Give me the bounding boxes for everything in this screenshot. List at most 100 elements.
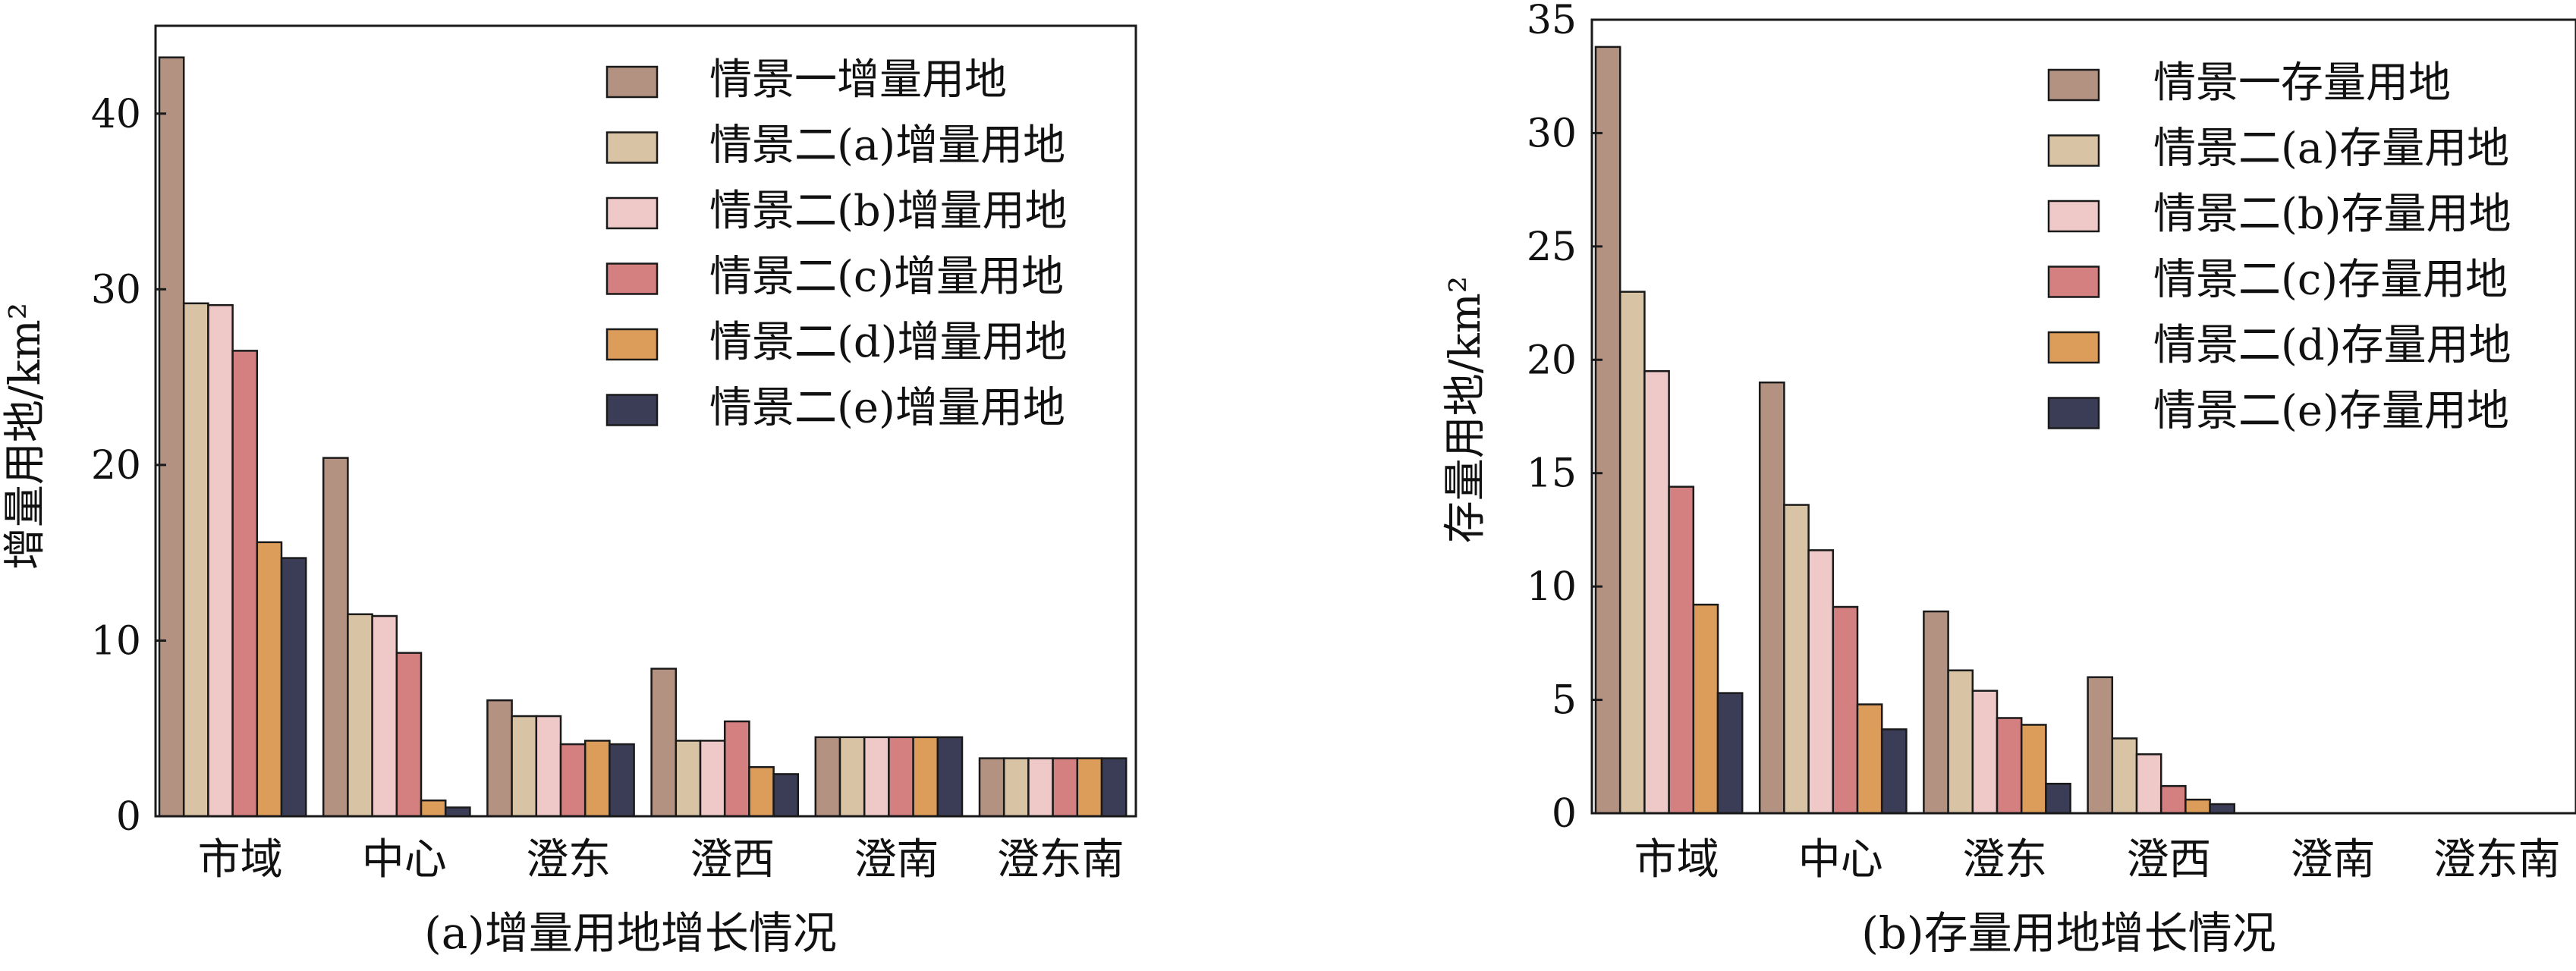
x-tick-label: 市域: [198, 835, 283, 885]
legend-label: 情景二(d)增量用地: [709, 318, 1068, 367]
legend-swatch: [2047, 266, 2100, 298]
bar: [1880, 728, 1908, 815]
bar: [912, 736, 939, 818]
bar: [1923, 610, 1949, 815]
y-tick-label: 15: [1527, 451, 1577, 497]
bar: [395, 652, 423, 818]
bar: [1100, 757, 1128, 818]
bar: [1594, 46, 1621, 815]
y-tick-label: 5: [1552, 678, 1577, 724]
y-tick-label: 10: [1527, 564, 1577, 610]
x-tick-label: 澄东: [526, 835, 611, 885]
y-tick-label: 20: [91, 443, 141, 489]
x-tick-label: 澄东: [1962, 835, 2047, 885]
y-tick-label: 10: [91, 618, 141, 664]
legend-swatch: [2047, 68, 2100, 102]
bar: [256, 541, 283, 818]
bar: [2135, 753, 2162, 815]
legend-swatch: [605, 196, 659, 230]
chart-b: 0 5 10 15 20 25 30 35 市域 中心 澄东 澄西 澄南 澄东南 存量用地/km² (b)存量…: [1441, 0, 2576, 959]
legend-swatch: [605, 262, 659, 295]
bar: [280, 557, 307, 818]
legend-label: 情景二(b)增量用地: [709, 187, 1068, 236]
y-tick-label: 0: [116, 794, 141, 840]
x-tick-label: 澄东南: [997, 835, 1124, 885]
legend-swatch: [605, 65, 659, 99]
legend-swatch: [605, 394, 659, 426]
legend-label: 情景一增量用地: [709, 55, 1007, 105]
bar: [2087, 676, 2114, 815]
y-tick-label: 40: [91, 92, 141, 137]
bar: [347, 613, 373, 818]
bar: [699, 740, 726, 818]
bar: [322, 457, 349, 818]
x-tick-label: 市域: [1634, 835, 1719, 885]
x-tick-label: 澄南: [854, 835, 939, 885]
legend-swatch: [605, 131, 659, 164]
legend-label: 情景二(c)增量用地: [709, 253, 1064, 302]
legend: 情景一存量用地情景二(a)存量用地情景二(b)存量用地情景二(c)存量用地情景二…: [2047, 58, 2512, 436]
bar: [675, 740, 702, 818]
bar: [650, 668, 678, 818]
bar: [1668, 486, 1695, 815]
bar: [748, 765, 775, 818]
bar: [1692, 603, 1719, 815]
bar: [158, 56, 185, 818]
legend-swatch: [605, 328, 659, 361]
legend-label: 情景二(e)增量用地: [709, 384, 1065, 433]
bar: [838, 736, 866, 818]
bar: [863, 736, 890, 818]
bar: [1052, 757, 1079, 818]
bar: [772, 773, 800, 818]
legend-swatch: [2047, 134, 2100, 167]
bar: [1076, 757, 1103, 818]
bar: [978, 757, 1005, 818]
x-tick-label: 中心: [362, 835, 447, 885]
bar: [936, 736, 964, 818]
legend: 情景一增量用地情景二(a)增量用地情景二(b)增量用地情景二(c)增量用地情景二…: [605, 55, 1068, 433]
bar: [559, 743, 587, 818]
plot-frame: [154, 24, 1137, 818]
bar: [511, 715, 538, 818]
y-axis-title: 存量用地/km²: [1441, 276, 1490, 543]
chart-a: 0 10 20 30 40 市域 中心 澄东 澄西 澄南 澄东南 增量用地/km² (a)增量用地增长情…: [1, 24, 1137, 959]
chart-caption: (a)增量用地增长情况: [424, 907, 837, 959]
bar: [2111, 737, 2138, 815]
y-tick-label: 20: [1527, 338, 1577, 383]
chart-caption: (b)存量用地增长情况: [1861, 907, 2276, 959]
bar: [2209, 803, 2236, 815]
legend-label: 情景二(a)增量用地: [709, 121, 1065, 171]
legend-swatch: [2047, 397, 2100, 429]
bar: [420, 799, 447, 818]
bar: [1807, 549, 1835, 815]
y-tick-label: 30: [91, 267, 141, 313]
bar: [1716, 692, 1744, 815]
y-tick-label: 30: [1527, 111, 1577, 156]
x-tick-label: 中心: [1798, 835, 1883, 885]
bar: [1618, 291, 1646, 815]
legend-swatch: [2047, 331, 2100, 364]
bar: [1971, 690, 1999, 815]
x-tick-label: 澄南: [2290, 835, 2375, 885]
legend-label: 情景二(a)存量用地: [2153, 124, 2509, 174]
legend-label: 情景二(c)存量用地: [2153, 256, 2508, 305]
bar: [1856, 703, 1883, 815]
bar: [2159, 784, 2187, 815]
bar: [486, 699, 513, 818]
y-tick-label: 0: [1552, 791, 1577, 837]
bar: [535, 715, 562, 818]
x-tick-label: 澄西: [690, 835, 775, 885]
bar: [1783, 504, 1810, 815]
bar: [723, 720, 750, 818]
bar: [1758, 381, 1785, 815]
bar: [1027, 757, 1054, 818]
bar: [583, 740, 611, 818]
legend-label: 情景一存量用地: [2153, 58, 2451, 108]
bar: [609, 743, 635, 818]
bar: [444, 806, 471, 818]
y-tick-label: 25: [1527, 225, 1577, 270]
legend-swatch: [2047, 200, 2100, 233]
legend-label: 情景二(b)存量用地: [2153, 190, 2512, 239]
bar: [231, 350, 259, 818]
y-axis-title: 增量用地/km²: [1, 303, 50, 570]
